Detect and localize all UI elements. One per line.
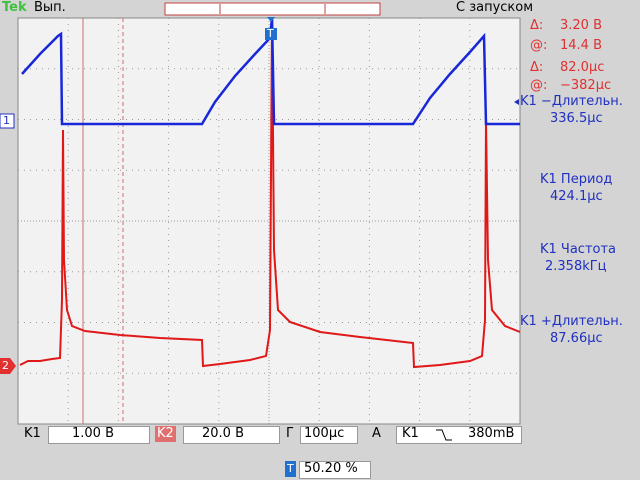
brand: Tek [2, 0, 27, 15]
ch1-scale: 1.00 В [72, 426, 114, 441]
cursor-value: 14.4 В [560, 38, 602, 53]
ch1-marker-box [0, 113, 15, 129]
ch2-marker-box [0, 358, 16, 374]
trigger-arrow [267, 17, 275, 22]
measure-value: 2.358kГц [545, 259, 607, 274]
ch2-trace [19, 17, 521, 369]
cursor-value: 3.20 В [560, 18, 602, 33]
measure-value: 87.66μс [550, 331, 603, 346]
measure-name: K1 +Длительн. [520, 314, 623, 329]
ch1-marker: 1 [3, 114, 10, 127]
trigger-pos: 50.20 % [304, 461, 358, 476]
measure-name: K1 −Длительн. [520, 94, 623, 109]
trigger-label: A [372, 426, 381, 441]
cursor-label: @: [530, 78, 548, 93]
measure-value: 424.1μс [550, 189, 603, 204]
record-bar [164, 2, 381, 16]
cursor-label: Δ: [530, 60, 544, 75]
ch2-scale: 20.0 В [202, 426, 244, 441]
trigger-level: 380mB [468, 426, 515, 441]
trigger-mode: С запуском [456, 0, 534, 15]
time-label: Г [286, 426, 294, 441]
status: Вып. [34, 0, 66, 15]
trigger-source: K1 [402, 426, 419, 441]
cursor-label: Δ: [530, 18, 544, 33]
measure-name: K1 Частота [540, 242, 617, 257]
graticule [17, 17, 521, 425]
trigger-marker-box [265, 28, 277, 40]
measure-arrow [514, 99, 519, 105]
ch2-marker: 2 [2, 359, 9, 372]
time-scale: 100μс [304, 426, 345, 441]
cursor-value: −382μс [560, 78, 612, 93]
ch2-label: K2 [155, 426, 176, 442]
measure-name: K1 Период [540, 172, 613, 187]
trigger-marker: T [267, 27, 274, 40]
cursor-value: 82.0μс [560, 60, 605, 75]
measure-value: 336.5μс [550, 111, 603, 126]
ch1-label: K1 [24, 426, 41, 441]
cursor-label: @: [530, 38, 548, 53]
trigger-pos-marker: T [285, 461, 296, 477]
